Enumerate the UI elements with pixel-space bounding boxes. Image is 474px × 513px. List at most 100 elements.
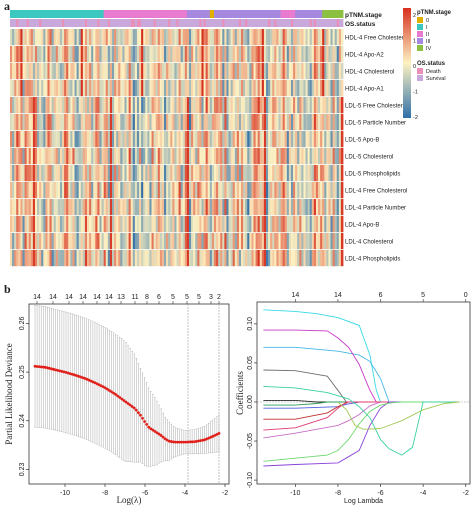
stage-cell [199,10,202,18]
heatmap-cell [326,80,329,97]
heatmap-cell [55,233,59,250]
heatmap-cell [151,233,155,250]
stage-cell [166,10,169,18]
heatmap-cell [170,114,173,131]
status-cell [205,19,209,27]
heatmap-cell [330,148,333,165]
heatmap-cell [174,165,177,182]
heatmap-cell [32,29,36,46]
heatmap-cell [103,29,107,46]
heatmap-cell [130,165,134,182]
heatmap-cell [236,233,240,250]
status-cell [82,19,86,27]
heatmap-cell [238,233,242,250]
heatmap-cell [245,29,248,46]
heatmap-cell [161,80,165,97]
heatmap-cell [284,216,288,233]
heatmap-cell [224,233,227,250]
heatmap-cell [255,250,259,267]
heatmap-cell [236,97,240,114]
heatmap-cell [45,29,48,46]
heatmap-cell [211,216,215,233]
heatmap-cell [72,233,75,250]
heatmap-cell [89,97,92,114]
heatmap-cell [318,165,321,182]
heatmap-cell [174,46,177,63]
heatmap-cell [309,233,313,250]
heatmap-cell [297,114,300,131]
heatmap-cell [270,114,273,131]
heatmap-cell [37,114,40,131]
heatmap-cell [284,250,288,267]
cv-error-bars [34,305,220,467]
heatmap-cell [186,29,190,46]
heatmap-cell [26,29,30,46]
heatmap-cell [145,148,148,165]
heatmap-cell [276,250,279,267]
heatmap-cell [91,114,94,131]
heatmap-cell [64,216,67,233]
heatmap-cell [338,148,342,165]
heatmap-cell [12,29,15,46]
heatmap-cell [301,97,304,114]
heatmap-cell [265,114,269,131]
heatmap-cell [284,114,288,131]
heatmap-cell [128,114,132,131]
heatmap-cell [272,131,275,148]
heatmap-cell [95,29,98,46]
heatmap-cell [193,216,196,233]
heatmap-cell [14,97,17,114]
heatmap-cell [53,199,57,216]
heatmap-cell [130,29,134,46]
heatmap-cell [299,199,302,216]
cv-point [192,440,196,444]
heatmap-cell [122,199,125,216]
status-cell [236,19,240,27]
heatmap-cell [297,182,300,199]
heatmap-cell [209,216,213,233]
heatmap-cell [249,165,252,182]
heatmap-cell [70,250,73,267]
heatmap-cell [243,29,246,46]
color-scale-tick: -2 [413,115,418,121]
heatmap-cell [205,182,209,199]
heatmap-cell [114,97,117,114]
heatmap-cell [155,199,159,216]
heatmap-cell [295,46,298,63]
heatmap-cell [10,233,13,250]
heatmap-cell [103,131,107,148]
heatmap-cell [109,29,113,46]
heatmap-cell [174,250,177,267]
status-cell [284,19,288,27]
heatmap-cell [322,131,325,148]
heatmap-cell [41,97,44,114]
heatmap-cell [184,80,188,97]
heatmap-cell [55,131,59,148]
heatmap-cell [166,29,169,46]
heatmap-cell [251,250,254,267]
heatmap-cell [109,114,113,131]
stage-cell [293,10,296,18]
heatmap-cell [205,131,209,148]
heatmap-cell [253,131,256,148]
heatmap-cell [249,46,252,63]
cv-xtick-label: -8 [102,490,108,497]
heatmap-cell [10,80,13,97]
heatmap-cell [166,182,169,199]
heatmap-cell [141,199,144,216]
heatmap-cell [132,233,136,250]
heatmap-cell [228,63,232,80]
heatmap-cell [157,63,161,80]
heatmap-cell [311,165,315,182]
legend-stage-swatch [417,38,423,44]
heatmap-cell [153,216,157,233]
heatmap-cell [174,131,177,148]
heatmap-cell [299,97,302,114]
heatmap-cell [161,233,165,250]
cv-point [194,440,198,443]
heatmap-cell [136,114,140,131]
row-label: LDL-4 Particle Number [345,206,406,212]
heatmap-cell [149,148,152,165]
heatmap-cell [109,46,113,63]
heatmap-cell [220,29,223,46]
